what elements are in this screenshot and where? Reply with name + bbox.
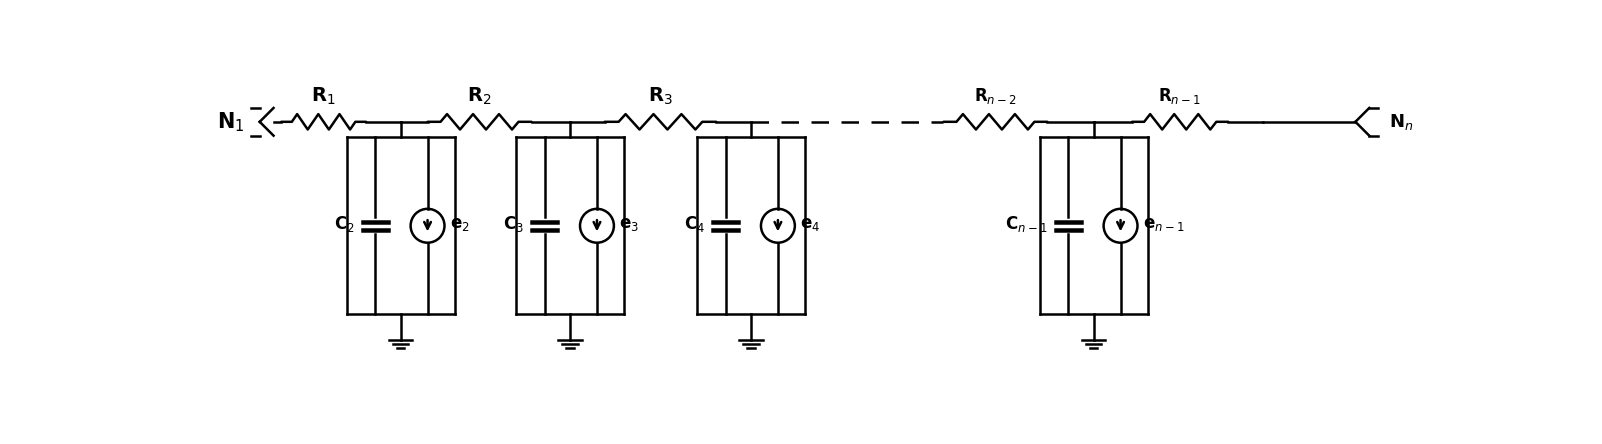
Text: C$_{n-1}$: C$_{n-1}$	[1004, 214, 1048, 234]
Text: R$_{n-1}$: R$_{n-1}$	[1158, 87, 1202, 107]
Text: R$_1$: R$_1$	[311, 86, 336, 107]
Text: e$_4$: e$_4$	[801, 215, 820, 233]
Text: R$_{n-2}$: R$_{n-2}$	[974, 87, 1017, 107]
Text: C$_4$: C$_4$	[684, 214, 705, 234]
Text: C$_3$: C$_3$	[503, 214, 524, 234]
Text: e$_3$: e$_3$	[620, 215, 639, 233]
Text: C$_2$: C$_2$	[333, 214, 354, 234]
Text: R$_2$: R$_2$	[466, 86, 492, 107]
Text: N$_n$: N$_n$	[1389, 112, 1415, 132]
Text: e$_2$: e$_2$	[450, 215, 469, 233]
Text: e$_{n-1}$: e$_{n-1}$	[1142, 215, 1184, 233]
Text: R$_3$: R$_3$	[647, 86, 673, 107]
Text: N$_1$: N$_1$	[218, 110, 245, 134]
